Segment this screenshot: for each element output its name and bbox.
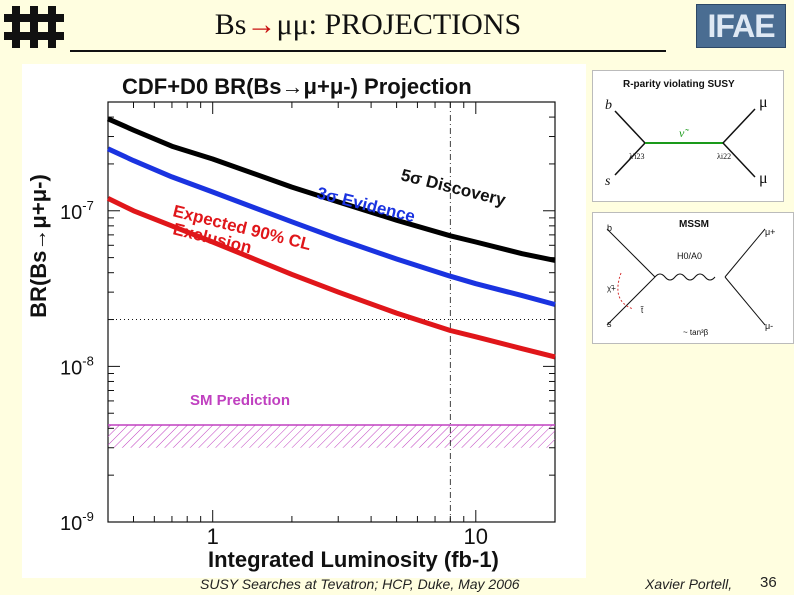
y-tick-label: 10-8: [60, 353, 94, 379]
rpv-line-mu-top: [722, 108, 756, 144]
x-tick-label: 10: [464, 524, 488, 549]
ifae-logo: IFAE: [696, 4, 786, 48]
series-line-0: [106, 116, 556, 263]
footer-author: Xavier Portell,: [645, 576, 733, 592]
mssm-label-chargino: χ̃+: [607, 284, 616, 293]
y-tick-label-base: 10: [60, 357, 82, 379]
y-tick-label-exponent: -8: [82, 353, 94, 368]
rpv-label-mu-bot: μ: [759, 170, 768, 187]
sm-band-layer: [108, 424, 555, 448]
projection-chart: CDF+D0 BR(Bs→μ+μ-) Projection BR(Bs→μ+μ-…: [26, 74, 556, 572]
title-arrow: →: [246, 8, 277, 41]
y-tick-label: 10-9: [60, 509, 94, 535]
series-line-1: [106, 146, 556, 307]
y-tick-label: 10-7: [60, 198, 94, 224]
y-tick-label-base: 10: [60, 202, 82, 224]
series-line-2: [106, 196, 556, 360]
mssm-label-mu-plus: μ+: [765, 227, 775, 237]
rpv-susy-diagram: R-parity violating SUSY b s μ μ ν̃ λ'i23…: [592, 70, 784, 202]
series-layer: [106, 116, 556, 360]
rpv-feynman-svg: R-parity violating SUSY b s μ μ ν̃ λ'i23…: [605, 79, 768, 189]
rpv-label-mu-top: μ: [759, 94, 768, 111]
mssm-label-s: s: [607, 319, 612, 329]
title-underline: [70, 50, 666, 52]
x-tick-label: 1: [207, 524, 219, 549]
axis-ticks: 10-710-810-91 10: [60, 101, 556, 549]
mssm-label-b: b: [607, 223, 612, 233]
mssm-label-stop: t̃: [640, 306, 644, 315]
mssm-line-mu-minus: [724, 276, 766, 326]
y-axis-label: BR(Bs→μ+μ-): [26, 174, 51, 318]
slide-title: Bs→μμ: PROJECTIONS: [70, 8, 666, 48]
sm-band-hatch: [108, 425, 555, 448]
mssm-diagram: MSSM b s μ+ μ- χ̃+ t̃ H0/A0 ~ tan³β: [592, 212, 794, 344]
mssm-line-s: [606, 276, 656, 326]
plot-frame: [107, 101, 556, 523]
mssm-title: MSSM: [679, 219, 709, 230]
mssm-line-b: [606, 228, 656, 278]
mssm-line-mu-plus: [724, 228, 766, 278]
mssm-label-mu-minus: μ-: [765, 321, 773, 331]
label-sm-prediction: SM Prediction: [190, 392, 290, 409]
fermilab-logo: [4, 6, 64, 48]
rpv-label-sneutrino: ν̃: [679, 126, 689, 140]
y-tick-label-base: 10: [60, 513, 82, 535]
title-suffix: : PROJECTIONS: [308, 8, 522, 41]
label-5sigma: 5σ Discovery: [399, 165, 508, 209]
rpv-line-mu-bot: [722, 142, 756, 178]
rpv-line-s: [614, 142, 646, 176]
mssm-higgs-propagator: [654, 273, 716, 281]
y-axis-label-text: BR(Bs→μ+μ-): [26, 174, 51, 318]
x-axis-label: Integrated Luminosity (fb-1): [208, 547, 499, 572]
mssm-label-tanbeta: ~ tan³β: [683, 328, 709, 337]
title-mu: μμ: [276, 8, 309, 41]
y-tick-label-exponent: -9: [82, 509, 94, 524]
rpv-label-b: b: [605, 98, 612, 113]
rpv-label-lambda1: λ'i23: [629, 152, 645, 161]
curve-labels: 5σ Discovery 3σ Evidence Expected 90% CL…: [171, 165, 508, 409]
rpv-title: R-parity violating SUSY: [623, 79, 735, 90]
rpv-line-b: [614, 110, 646, 144]
mssm-label-higgs: H0/A0: [677, 251, 702, 261]
footer-event: SUSY Searches at Tevatron; HCP, Duke, Ma…: [200, 576, 520, 592]
rpv-label-s: s: [605, 174, 611, 189]
y-tick-label-exponent: -7: [82, 198, 94, 213]
reference-lines: [108, 102, 555, 522]
chart-panel: CDF+D0 BR(Bs→μ+μ-) Projection BR(Bs→μ+μ-…: [22, 64, 586, 578]
page-number: 36: [760, 574, 777, 591]
mssm-chargino-arc: [617, 272, 634, 310]
title-prefix: Bs: [214, 8, 247, 41]
chart-title: CDF+D0 BR(Bs→μ+μ-) Projection: [122, 74, 472, 99]
label-3sigma: 3σ Evidence: [315, 183, 417, 226]
mssm-feynman-svg: MSSM b s μ+ μ- χ̃+ t̃ H0/A0 ~ tan³β: [606, 219, 775, 337]
rpv-label-lambda2: λi22: [717, 152, 731, 161]
